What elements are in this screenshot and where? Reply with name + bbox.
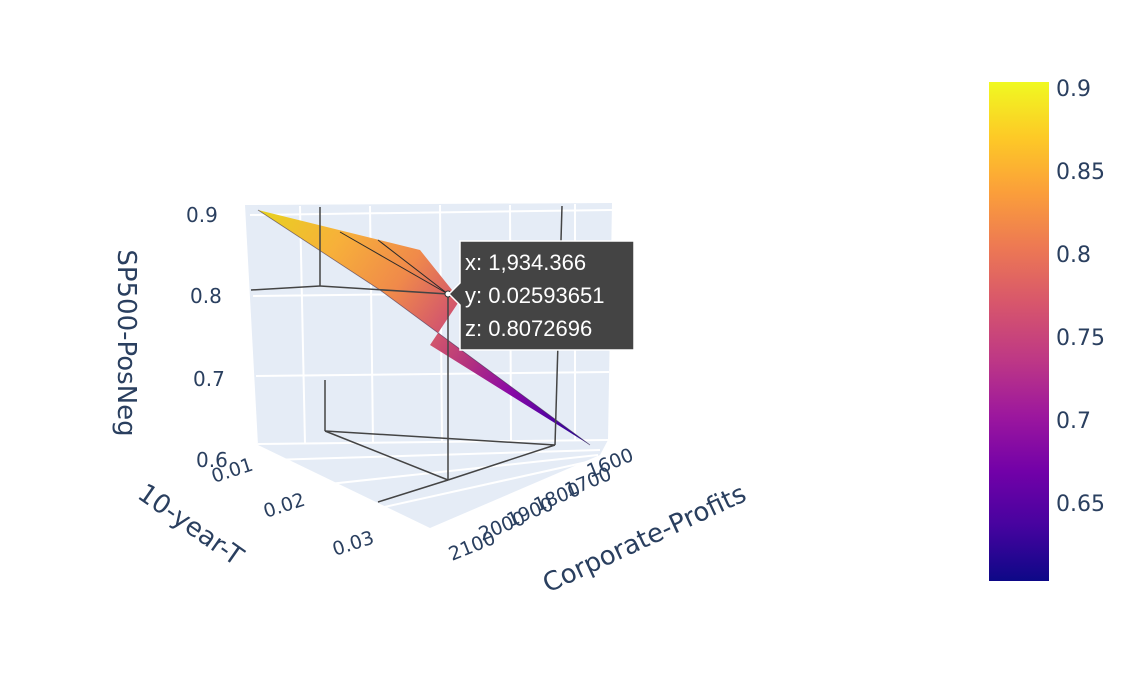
colorbar: 0.9 0.85 0.8 0.75 0.7 0.65 [989, 77, 1105, 581]
colorbar-tick-label: 0.7 [1056, 409, 1091, 434]
colorbar-tick-label: 0.85 [1056, 160, 1105, 185]
hover-tooltip: x: 1,934.366 y: 0.02593651 z: 0.8072696 [447, 240, 635, 351]
colorbar-tick-label: 0.75 [1056, 326, 1105, 351]
hover-x-value: x: 1,934.366 [465, 250, 586, 275]
z-tick-label: 0.6 [196, 448, 228, 472]
y-tick-label: 0.03 [330, 527, 377, 561]
y-tick-label: 0.02 [261, 489, 308, 523]
colorbar-gradient [989, 82, 1049, 581]
hover-y-value: y: 0.02593651 [465, 283, 604, 308]
colorbar-tick-label: 0.65 [1056, 492, 1105, 517]
z-tick-label: 0.7 [193, 367, 225, 391]
hover-z-value: z: 0.8072696 [465, 316, 592, 341]
colorbar-tick-label: 0.9 [1056, 77, 1091, 102]
z-tick-label: 0.9 [186, 203, 218, 227]
colorbar-tick-label: 0.8 [1056, 243, 1091, 268]
z-axis: 0.9 0.8 0.7 0.6 SP500-PosNeg [111, 203, 228, 472]
z-tick-label: 0.8 [190, 284, 222, 308]
x-tick-label: 2100 [446, 527, 499, 566]
z-axis-title: SP500-PosNeg [111, 249, 141, 436]
y-axis-title: 10-year-T [132, 478, 249, 572]
